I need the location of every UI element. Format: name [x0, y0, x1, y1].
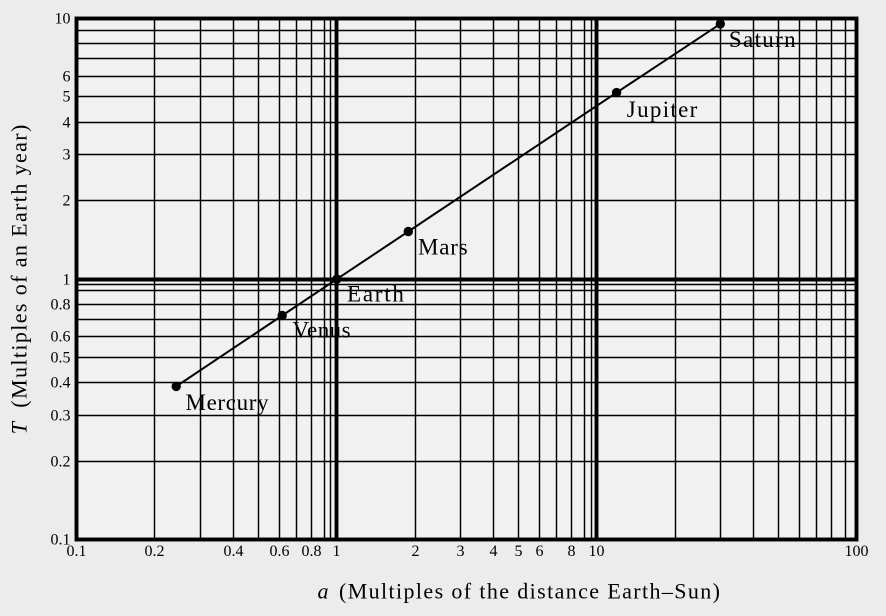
svg-text:0.8: 0.8: [302, 543, 322, 560]
svg-text:6: 6: [63, 69, 71, 86]
svg-text:Earth: Earth: [347, 282, 404, 307]
svg-text:0.1: 0.1: [67, 543, 87, 560]
svg-text:8: 8: [568, 543, 576, 560]
svg-text:Saturn: Saturn: [729, 27, 796, 52]
svg-text:10: 10: [55, 11, 71, 28]
svg-text:100: 100: [845, 543, 869, 560]
svg-text:(Multiples of the distance Ear: (Multiples of the distance Earth–Sun): [339, 579, 720, 604]
svg-text:0.4: 0.4: [51, 375, 71, 392]
svg-text:1: 1: [333, 543, 341, 560]
svg-text:Mars: Mars: [418, 234, 468, 259]
svg-text:6: 6: [536, 543, 544, 560]
svg-text:(Multiples of an Earth year): (Multiples of an Earth year): [7, 125, 32, 408]
svg-text:0.4: 0.4: [224, 543, 244, 560]
svg-text:a: a: [318, 579, 329, 604]
svg-text:T: T: [7, 420, 32, 434]
svg-text:3: 3: [63, 147, 71, 164]
svg-text:Mercury: Mercury: [186, 390, 270, 415]
svg-text:0.3: 0.3: [51, 408, 71, 425]
svg-text:0.2: 0.2: [51, 454, 71, 471]
svg-text:10: 10: [589, 543, 605, 560]
svg-text:2: 2: [412, 543, 420, 560]
svg-text:5: 5: [63, 89, 71, 106]
svg-text:4: 4: [63, 115, 71, 132]
svg-text:0.6: 0.6: [51, 329, 71, 346]
svg-text:Venus: Venus: [293, 317, 351, 342]
svg-text:0.2: 0.2: [145, 543, 165, 560]
svg-text:4: 4: [490, 543, 498, 560]
svg-text:Jupiter: Jupiter: [627, 97, 698, 122]
svg-text:3: 3: [457, 543, 465, 560]
svg-text:0.1: 0.1: [51, 532, 71, 549]
svg-text:0.5: 0.5: [51, 350, 71, 367]
svg-text:1: 1: [63, 272, 71, 289]
svg-text:0.6: 0.6: [270, 543, 290, 560]
svg-text:2: 2: [63, 193, 71, 210]
svg-text:0.8: 0.8: [51, 297, 71, 314]
svg-text:5: 5: [515, 543, 523, 560]
